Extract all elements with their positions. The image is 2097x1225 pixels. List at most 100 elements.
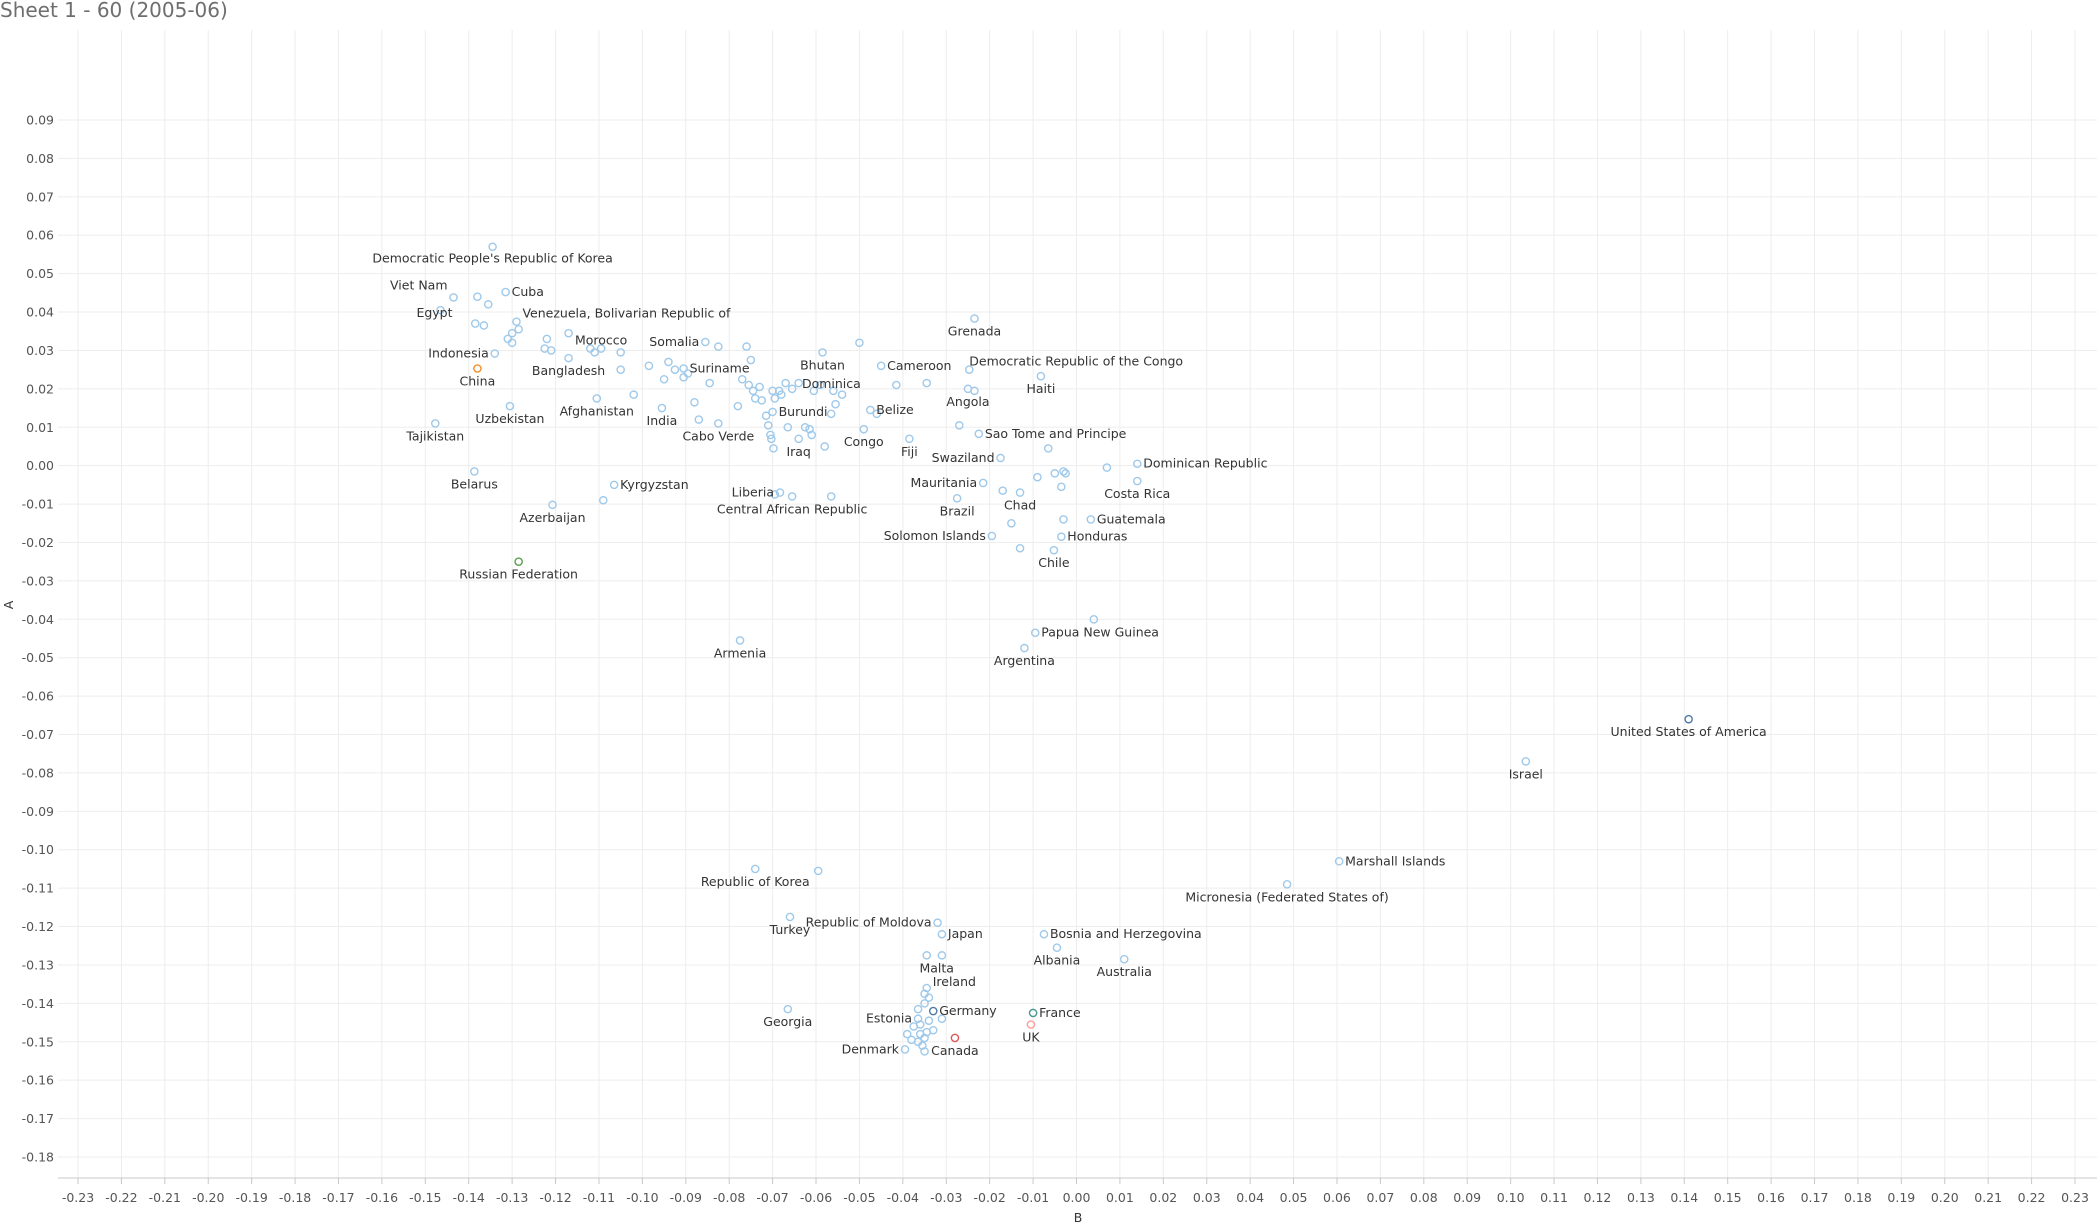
data-point[interactable]	[787, 492, 797, 501]
data-point[interactable]	[748, 386, 758, 396]
data-point[interactable]	[920, 999, 929, 1008]
data-point[interactable]	[1057, 532, 1066, 542]
data-point[interactable]	[629, 390, 638, 399]
data-point[interactable]	[913, 1004, 923, 1014]
data-point[interactable]	[596, 344, 606, 353]
data-point[interactable]	[1521, 757, 1531, 766]
data-point[interactable]	[430, 419, 440, 428]
data-point[interactable]	[776, 390, 786, 399]
data-point[interactable]	[769, 444, 778, 453]
data-point[interactable]	[694, 415, 704, 424]
data-point[interactable]	[768, 407, 777, 417]
data-point[interactable]	[1015, 543, 1025, 553]
data-point[interactable]	[542, 334, 552, 344]
data-point[interactable]	[714, 342, 723, 351]
data-point[interactable]	[616, 365, 625, 374]
data-point[interactable]	[928, 1006, 938, 1016]
data-point[interactable]	[800, 422, 810, 432]
data-point[interactable]	[829, 386, 838, 396]
data-point[interactable]	[449, 293, 458, 302]
data-point[interactable]	[735, 636, 745, 645]
data-point[interactable]	[805, 424, 814, 434]
data-point[interactable]	[970, 386, 979, 396]
data-point[interactable]	[690, 397, 699, 407]
data-point[interactable]	[763, 421, 773, 430]
data-point[interactable]	[1052, 943, 1062, 952]
data-point[interactable]	[1089, 614, 1099, 624]
data-point[interactable]	[705, 378, 714, 388]
data-point[interactable]	[787, 384, 797, 394]
data-point[interactable]	[818, 348, 827, 357]
data-point[interactable]	[781, 378, 790, 388]
data-point[interactable]	[742, 342, 751, 351]
data-point[interactable]	[659, 374, 669, 384]
data-point[interactable]	[1059, 515, 1068, 524]
data-point[interactable]	[785, 912, 795, 922]
data-point[interactable]	[922, 1027, 932, 1037]
data-point[interactable]	[755, 382, 764, 392]
data-point[interactable]	[855, 338, 864, 348]
data-point[interactable]	[902, 1029, 912, 1039]
data-point[interactable]	[937, 1014, 947, 1024]
data-point[interactable]	[837, 390, 847, 399]
data-point[interactable]	[987, 531, 997, 541]
data-point[interactable]	[998, 486, 1007, 495]
data-point[interactable]	[1026, 1020, 1036, 1029]
data-point[interactable]	[865, 405, 875, 415]
data-point[interactable]	[1684, 714, 1693, 724]
data-point[interactable]	[937, 951, 947, 960]
data-point[interactable]	[950, 1033, 960, 1043]
data-point[interactable]	[820, 442, 830, 451]
data-point[interactable]	[922, 983, 932, 993]
data-point[interactable]	[794, 434, 803, 444]
data-point[interactable]	[670, 365, 680, 374]
data-point[interactable]	[1043, 444, 1053, 453]
data-point[interactable]	[809, 386, 819, 396]
data-point[interactable]	[507, 338, 517, 348]
data-point[interactable]	[915, 1020, 925, 1029]
data-point[interactable]	[813, 866, 823, 876]
data-point[interactable]	[761, 411, 771, 421]
data-point[interactable]	[783, 422, 793, 432]
data-point[interactable]	[900, 1045, 910, 1054]
data-point[interactable]	[744, 380, 754, 390]
data-point[interactable]	[470, 467, 479, 476]
data-point[interactable]	[770, 490, 780, 499]
data-point[interactable]	[913, 1014, 923, 1024]
data-point[interactable]	[964, 365, 974, 374]
data-point[interactable]	[683, 369, 693, 378]
data-point[interactable]	[507, 328, 517, 338]
data-point[interactable]	[546, 346, 556, 355]
data-point[interactable]	[920, 1047, 929, 1056]
data-point[interactable]	[783, 1004, 793, 1014]
data-point[interactable]	[954, 421, 964, 430]
data-point[interactable]	[1030, 628, 1040, 638]
data-point[interactable]	[974, 429, 984, 439]
data-point[interactable]	[501, 287, 510, 297]
data-point[interactable]	[436, 305, 445, 315]
data-point[interactable]	[876, 361, 886, 371]
data-point[interactable]	[826, 409, 836, 419]
data-point[interactable]	[920, 1033, 929, 1043]
data-point[interactable]	[1028, 1008, 1038, 1018]
data-point[interactable]	[918, 1041, 927, 1050]
data-point[interactable]	[1057, 482, 1066, 492]
data-point[interactable]	[872, 409, 882, 419]
data-point[interactable]	[978, 478, 988, 488]
data-point[interactable]	[564, 328, 573, 338]
data-point[interactable]	[514, 325, 523, 334]
data-point[interactable]	[1102, 463, 1112, 472]
data-point[interactable]	[1086, 515, 1096, 524]
data-point[interactable]	[505, 401, 515, 411]
data-point[interactable]	[807, 430, 816, 440]
data-point[interactable]	[733, 401, 743, 411]
data-point[interactable]	[1119, 954, 1129, 964]
data-point[interactable]	[922, 951, 932, 960]
data-point[interactable]	[1050, 469, 1060, 478]
data-point[interactable]	[770, 394, 780, 403]
data-point[interactable]	[737, 374, 747, 384]
data-point[interactable]	[679, 364, 688, 373]
data-point[interactable]	[831, 399, 840, 409]
data-point[interactable]	[479, 321, 489, 330]
data-point[interactable]	[905, 434, 914, 444]
